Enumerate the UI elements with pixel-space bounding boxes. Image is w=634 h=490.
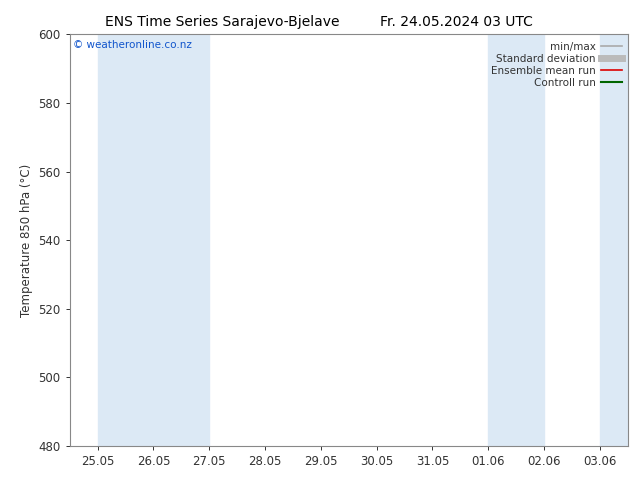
Bar <box>488 34 544 446</box>
Bar <box>600 34 628 446</box>
Text: ENS Time Series Sarajevo-Bjelave: ENS Time Series Sarajevo-Bjelave <box>105 15 339 29</box>
Text: © weatheronline.co.nz: © weatheronline.co.nz <box>72 41 191 50</box>
Y-axis label: Temperature 850 hPa (°C): Temperature 850 hPa (°C) <box>20 164 33 317</box>
Text: Fr. 24.05.2024 03 UTC: Fr. 24.05.2024 03 UTC <box>380 15 533 29</box>
Bar <box>98 34 209 446</box>
Legend: min/max, Standard deviation, Ensemble mean run, Controll run: min/max, Standard deviation, Ensemble me… <box>488 38 625 91</box>
